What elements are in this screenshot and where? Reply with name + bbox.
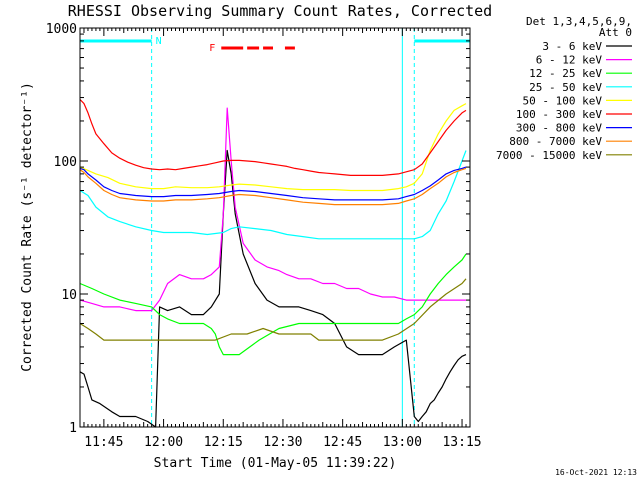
series-line-6 <box>79 166 467 201</box>
x-axis: 11:45 12:00 12:15 12:30 12:45 13:00 13:15 <box>79 28 482 450</box>
x-tick-label-4: 12:45 <box>323 435 362 450</box>
legend-label-0: 3 - 6 keV <box>542 40 602 53</box>
legend-label-4: 50 - 100 keV <box>523 94 603 107</box>
chart-title: RHESSI Observing Summary Count Rates, Co… <box>68 2 492 20</box>
legend-label-6: 300 - 800 keV <box>516 122 602 135</box>
flare-label: F <box>209 43 215 54</box>
x-tick-label-6: 13:15 <box>442 435 481 450</box>
x-tick-label-2: 12:15 <box>204 435 243 450</box>
y-tick-label-3: 1000 <box>46 22 77 37</box>
series-line-2 <box>79 253 467 356</box>
x-tick-label-0: 11:45 <box>84 435 123 450</box>
legend-header-line-1: Det 1,3,4,5,6,9, <box>526 15 632 28</box>
series-line-0 <box>79 149 467 428</box>
series-line-4 <box>79 103 467 192</box>
series-line-8 <box>79 278 467 341</box>
series-line-3 <box>79 150 467 240</box>
y-axis: 1 10 100 1000 <box>46 22 470 436</box>
series-group <box>79 99 467 428</box>
x-tick-label-5: 13:00 <box>383 435 422 450</box>
x-tick-label-3: 12:30 <box>263 435 302 450</box>
legend-label-8: 7000 - 15000 keV <box>496 149 602 162</box>
series-line-7 <box>79 167 467 206</box>
legend-label-2: 12 - 25 keV <box>529 67 602 80</box>
y-axis-label: Corrected Count Rate (s⁻¹ detector⁻¹) <box>20 82 35 372</box>
series-line-5 <box>79 99 467 176</box>
x-tick-label-1: 12:00 <box>144 435 183 450</box>
y-tick-label-2: 100 <box>54 155 77 170</box>
legend-label-3: 25 - 50 keV <box>529 81 602 94</box>
y-tick-label-1: 10 <box>61 288 77 303</box>
legend-label-7: 800 - 7000 keV <box>509 135 602 148</box>
x-axis-label: Start Time (01-May-05 11:39:22) <box>154 456 397 471</box>
footer-date: 16-Oct-2021 12:13 <box>555 468 637 477</box>
legend-label-5: 100 - 300 keV <box>516 108 602 121</box>
y-tick-label-0: 1 <box>69 421 77 436</box>
night-label: N <box>156 36 162 47</box>
legend-label-1: 6 - 12 keV <box>536 54 603 67</box>
series-line-1 <box>79 107 466 312</box>
legend-header-line-2: Att 0 <box>599 26 632 39</box>
